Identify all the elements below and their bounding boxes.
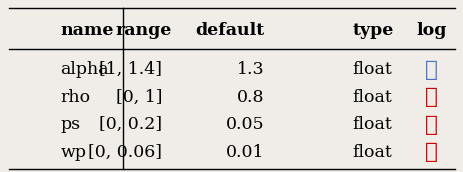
Text: [0, 1]: [0, 1] [116, 89, 162, 106]
Text: float: float [352, 116, 392, 133]
Text: 0.01: 0.01 [225, 144, 264, 161]
Text: ✗: ✗ [424, 114, 437, 136]
Text: float: float [352, 61, 392, 78]
Text: ✗: ✗ [424, 86, 437, 108]
Text: type: type [352, 23, 393, 39]
Text: float: float [352, 89, 392, 106]
Text: default: default [195, 23, 264, 39]
Text: wp: wp [60, 144, 86, 161]
Text: alpha: alpha [60, 61, 109, 78]
Text: ✓: ✓ [424, 59, 437, 81]
Text: [0, 0.06]: [0, 0.06] [88, 144, 162, 161]
Text: float: float [352, 144, 392, 161]
Text: 1.3: 1.3 [236, 61, 264, 78]
Text: 0.8: 0.8 [237, 89, 264, 106]
Text: [0, 0.2]: [0, 0.2] [99, 116, 162, 133]
Text: range: range [115, 23, 171, 39]
Text: [1, 1.4]: [1, 1.4] [99, 61, 162, 78]
Text: rho: rho [60, 89, 90, 106]
Text: log: log [415, 23, 446, 39]
Text: ✗: ✗ [424, 141, 437, 163]
Text: ps: ps [60, 116, 80, 133]
Text: name: name [60, 23, 113, 39]
Text: 0.05: 0.05 [225, 116, 264, 133]
